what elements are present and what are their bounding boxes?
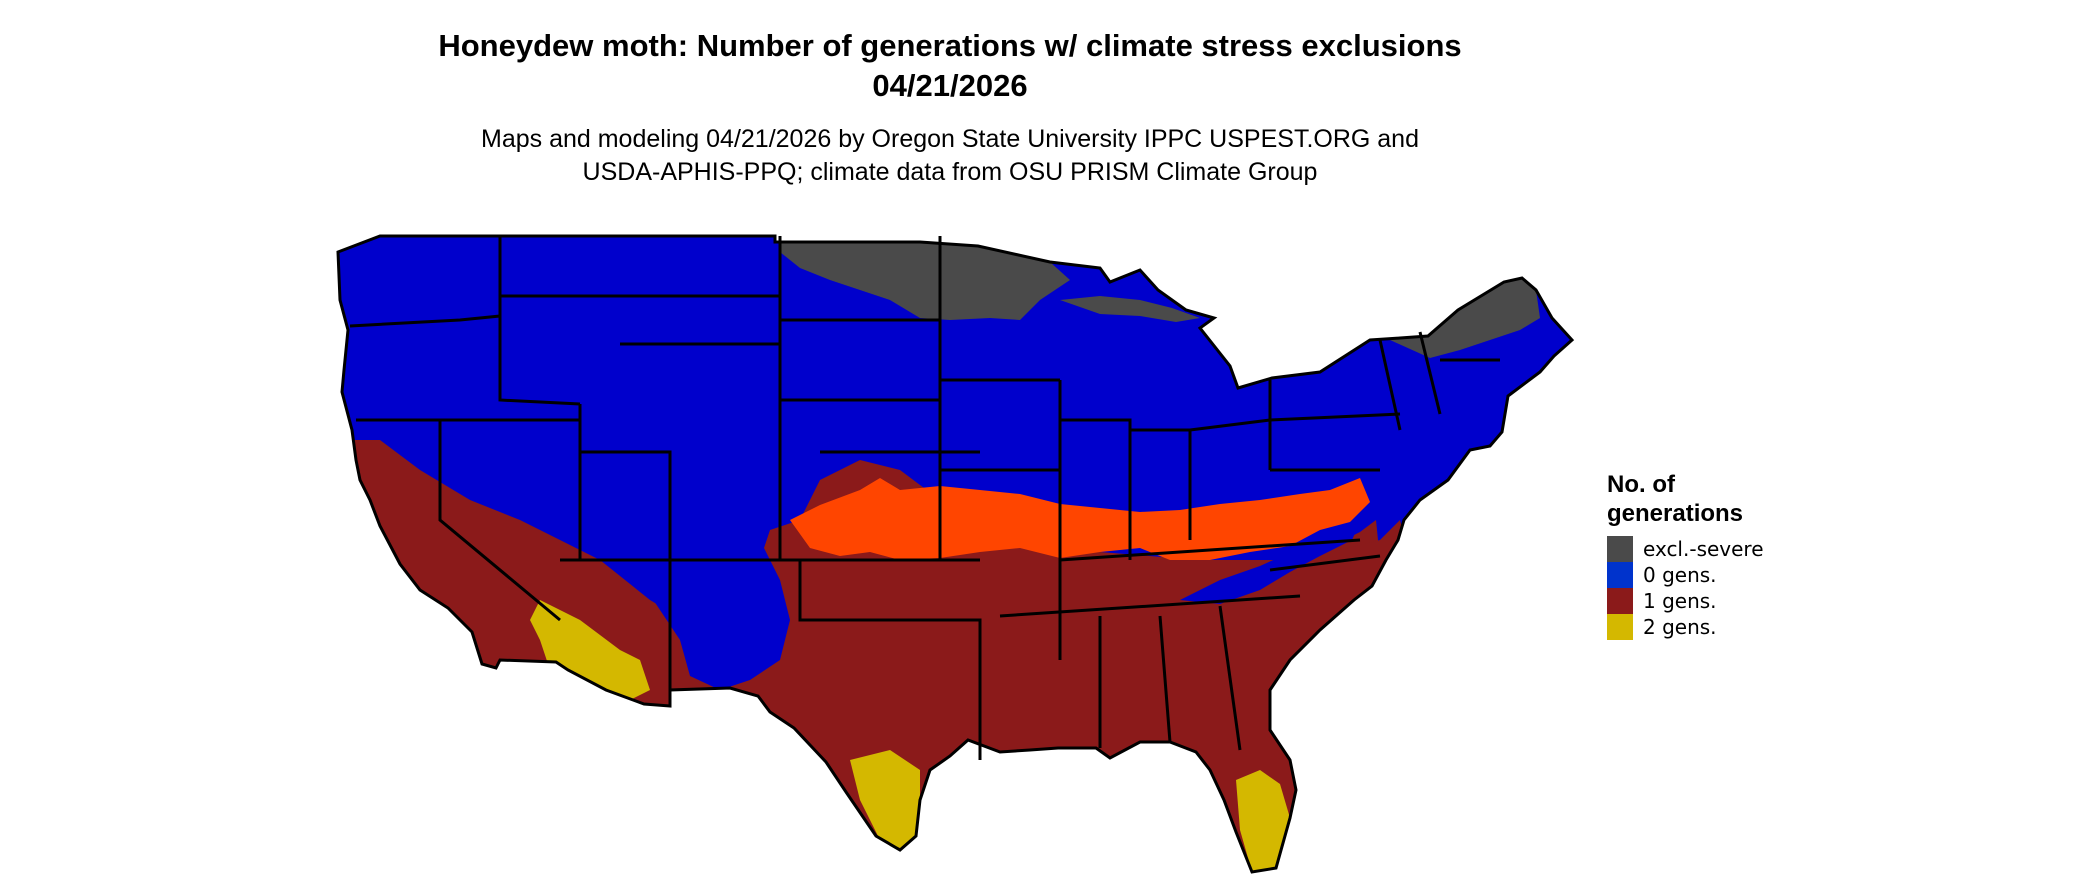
legend-swatch-excluded xyxy=(1607,536,1633,562)
region-two-gens-texas xyxy=(850,750,920,850)
legend-item-0-gens: 0 gens. xyxy=(1607,562,1764,588)
legend-title-line2: generations xyxy=(1607,500,1744,527)
state-border-28 xyxy=(1158,615,1172,743)
legend-title-line1: No. of xyxy=(1607,471,1675,498)
region-two-gens-florida xyxy=(1236,770,1290,872)
state-border-1 xyxy=(349,314,501,328)
region-one-gen-transition xyxy=(790,478,1370,560)
state-border-35 xyxy=(1418,331,1442,415)
region-excluded-north-central xyxy=(780,236,1070,320)
state-border-34 xyxy=(1378,339,1402,431)
legend-label-0-gens: 0 gens. xyxy=(1643,563,1717,587)
map-title-date: 04/21/2026 xyxy=(872,68,1028,103)
state-border-26 xyxy=(999,594,1301,618)
state-border-22 xyxy=(1060,418,1132,560)
state-border-2 xyxy=(498,236,581,406)
state-border-24 xyxy=(1189,418,1271,432)
state-border-30 xyxy=(1269,412,1401,422)
legend-swatch-0-gens xyxy=(1607,562,1633,588)
legend-swatch-1-gens xyxy=(1607,588,1633,614)
map-legend: No. of generations excl.-severe 0 gens. … xyxy=(1607,470,1764,640)
legend-label-2-gens: 2 gens. xyxy=(1643,615,1717,639)
map-title: Honeydew moth: Number of generations w/ … xyxy=(438,28,1462,63)
map-subtitle-line2: USDA-APHIS-PPQ; climate data from OSU PR… xyxy=(582,158,1318,186)
legend-swatch-2-gens xyxy=(1607,614,1633,640)
region-excluded-northeast xyxy=(1390,278,1540,358)
legend-item-1-gens: 1 gens. xyxy=(1607,588,1764,614)
state-border-33 xyxy=(1269,554,1381,572)
legend-title: No. of generations xyxy=(1607,470,1764,528)
legend-item-excluded: excl.-severe xyxy=(1607,536,1764,562)
legend-label-excluded: excl.-severe xyxy=(1643,537,1764,561)
state-border-0 xyxy=(336,234,1575,874)
region-excluded-upper-michigan xyxy=(1060,296,1200,322)
state-border-7 xyxy=(580,450,672,560)
state-border-25 xyxy=(1059,538,1361,562)
region-zero-gens-southwest xyxy=(620,510,790,690)
state-border-29 xyxy=(1218,605,1242,751)
map-subtitle-line1: Maps and modeling 04/21/2026 by Oregon S… xyxy=(481,125,1419,153)
legend-item-2-gens: 2 gens. xyxy=(1607,614,1764,640)
state-border-4 xyxy=(438,420,561,622)
legend-label-1-gens: 1 gens. xyxy=(1643,589,1717,613)
